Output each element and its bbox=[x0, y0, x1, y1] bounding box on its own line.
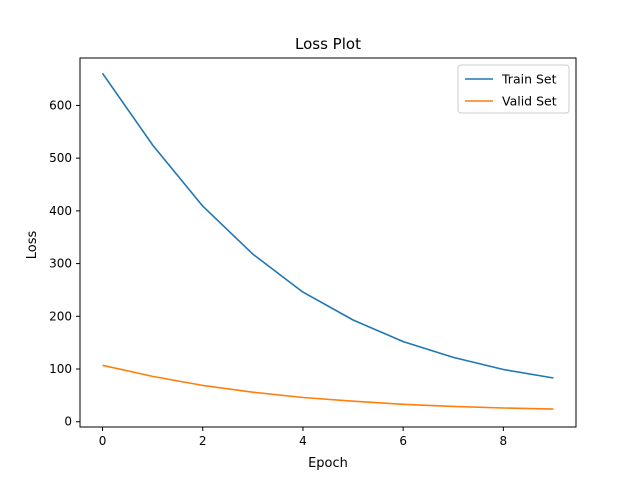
legend-label: Valid Set bbox=[502, 94, 557, 109]
legend: Train Set Valid Set bbox=[457, 64, 570, 114]
y-tick-label: 0 bbox=[64, 415, 72, 429]
y-tick-label: 500 bbox=[49, 151, 72, 165]
series-line bbox=[101, 72, 554, 379]
series-line bbox=[102, 364, 554, 410]
y-tick-label: 600 bbox=[49, 98, 72, 112]
axis-ticks: 0 2 4 6 8 0 100 200 300 400 500 600 bbox=[49, 98, 507, 448]
y-tick-label: 300 bbox=[49, 257, 72, 271]
plot-frame bbox=[79, 57, 577, 428]
y-tick-label: 200 bbox=[49, 309, 72, 323]
y-tick-label: 100 bbox=[49, 362, 72, 376]
y-axis-label: Loss bbox=[25, 231, 40, 260]
x-tick-label: 6 bbox=[399, 434, 407, 448]
x-tick-label: 4 bbox=[299, 434, 307, 448]
x-tick-label: 2 bbox=[199, 434, 207, 448]
legend-label: Train Set bbox=[501, 72, 557, 87]
series-lines bbox=[101, 72, 554, 410]
x-tick-label: 0 bbox=[99, 434, 107, 448]
chart-title: Loss Plot bbox=[295, 35, 361, 53]
y-tick-label: 400 bbox=[49, 204, 72, 218]
x-axis-label: Epoch bbox=[308, 456, 348, 471]
x-tick-label: 8 bbox=[500, 434, 508, 448]
